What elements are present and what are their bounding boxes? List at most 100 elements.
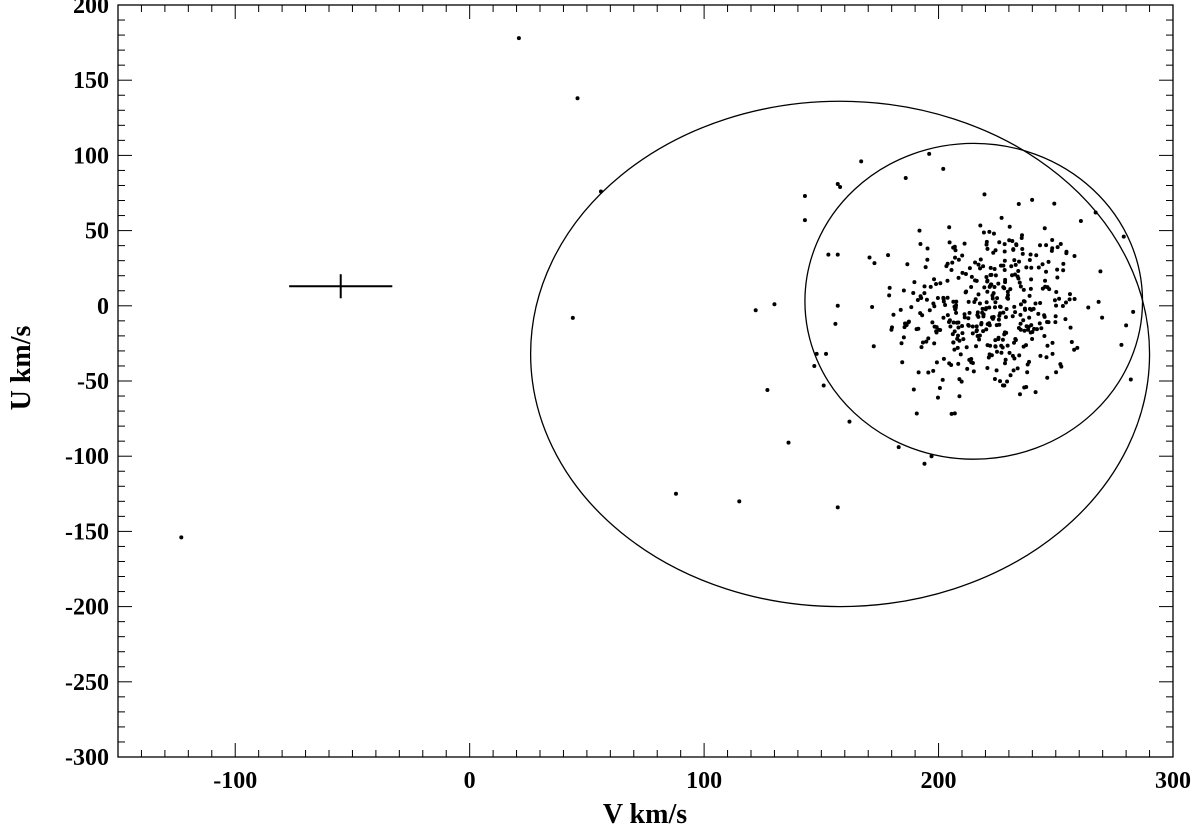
data-point <box>1050 237 1055 242</box>
data-point <box>1068 325 1073 330</box>
data-point <box>966 316 971 321</box>
y-tick-label: -50 <box>77 369 109 395</box>
data-point <box>802 194 807 199</box>
x-tick-label: 100 <box>686 768 722 794</box>
data-point <box>1001 310 1006 315</box>
data-point <box>1025 362 1030 367</box>
data-point <box>984 327 989 332</box>
data-point <box>1016 325 1021 330</box>
data-point <box>1011 368 1016 373</box>
data-point <box>958 352 963 357</box>
data-point <box>940 377 945 382</box>
data-point <box>953 255 958 260</box>
data-point <box>911 387 916 392</box>
data-point <box>995 296 1000 301</box>
plot-frame <box>117 4 1174 758</box>
data-point <box>1006 296 1011 301</box>
data-point <box>870 305 875 310</box>
data-point <box>598 189 603 194</box>
data-point <box>1018 321 1023 326</box>
data-point <box>922 291 927 296</box>
data-point <box>1027 293 1032 298</box>
data-point <box>988 265 993 270</box>
data-point <box>925 246 930 251</box>
data-point <box>941 166 946 171</box>
data-point <box>1121 234 1126 239</box>
data-point <box>1045 319 1050 324</box>
data-point <box>835 181 840 186</box>
data-point <box>991 250 996 255</box>
data-point <box>938 328 943 333</box>
data-point <box>847 419 852 424</box>
data-point <box>1061 261 1066 266</box>
data-point <box>1131 309 1136 314</box>
data-point <box>932 304 937 309</box>
data-point <box>993 300 998 305</box>
data-point <box>987 284 992 289</box>
data-point <box>1012 258 1017 263</box>
data-point <box>871 344 876 349</box>
data-point <box>909 305 914 310</box>
data-point <box>987 229 992 234</box>
data-point <box>1060 304 1065 309</box>
data-point <box>1037 321 1042 326</box>
data-point <box>973 278 978 283</box>
data-point <box>972 300 977 305</box>
data-point <box>985 279 990 284</box>
data-point <box>899 341 904 346</box>
data-point <box>833 321 838 326</box>
data-point <box>1036 311 1041 316</box>
data-point <box>969 356 974 361</box>
data-point <box>1017 392 1022 397</box>
data-point <box>957 394 962 399</box>
y-tick-label: 0 <box>97 294 109 320</box>
data-point <box>814 351 819 356</box>
data-point <box>1034 327 1039 332</box>
data-point <box>992 285 997 290</box>
data-point <box>1002 286 1007 291</box>
data-point <box>802 218 807 223</box>
data-point <box>947 225 952 230</box>
data-point <box>962 315 967 320</box>
data-point <box>1072 254 1077 259</box>
data-point <box>956 325 961 330</box>
data-point <box>983 307 988 312</box>
data-point <box>975 334 980 339</box>
data-point <box>1096 299 1101 304</box>
data-point <box>179 535 184 540</box>
data-point <box>1067 297 1072 302</box>
data-point <box>957 377 962 382</box>
data-point <box>1054 289 1059 294</box>
data-point <box>765 388 770 393</box>
data-point <box>905 262 910 267</box>
data-point <box>949 411 954 416</box>
data-point <box>1072 347 1077 352</box>
data-point <box>1000 337 1005 342</box>
y-tick-label: -100 <box>65 444 109 470</box>
data-point <box>919 345 924 350</box>
data-point <box>1018 312 1023 317</box>
data-point <box>1027 315 1032 320</box>
data-point <box>673 491 678 496</box>
data-point <box>1004 307 1009 312</box>
data-point <box>1005 379 1010 384</box>
data-point <box>987 323 992 328</box>
data-point <box>1050 351 1055 356</box>
data-point <box>835 505 840 510</box>
data-point <box>981 329 986 334</box>
data-point <box>824 351 829 356</box>
data-point <box>945 295 950 300</box>
data-point <box>952 304 957 309</box>
data-point <box>956 333 961 338</box>
data-point <box>1027 258 1032 263</box>
data-point <box>969 360 974 365</box>
data-point <box>1053 314 1058 319</box>
data-point <box>1018 302 1023 307</box>
data-point <box>516 36 521 41</box>
data-point <box>962 312 967 317</box>
data-point <box>1086 305 1091 310</box>
data-point <box>998 379 1003 384</box>
data-point <box>1011 247 1016 252</box>
data-point <box>931 368 936 373</box>
data-point <box>1022 328 1027 333</box>
